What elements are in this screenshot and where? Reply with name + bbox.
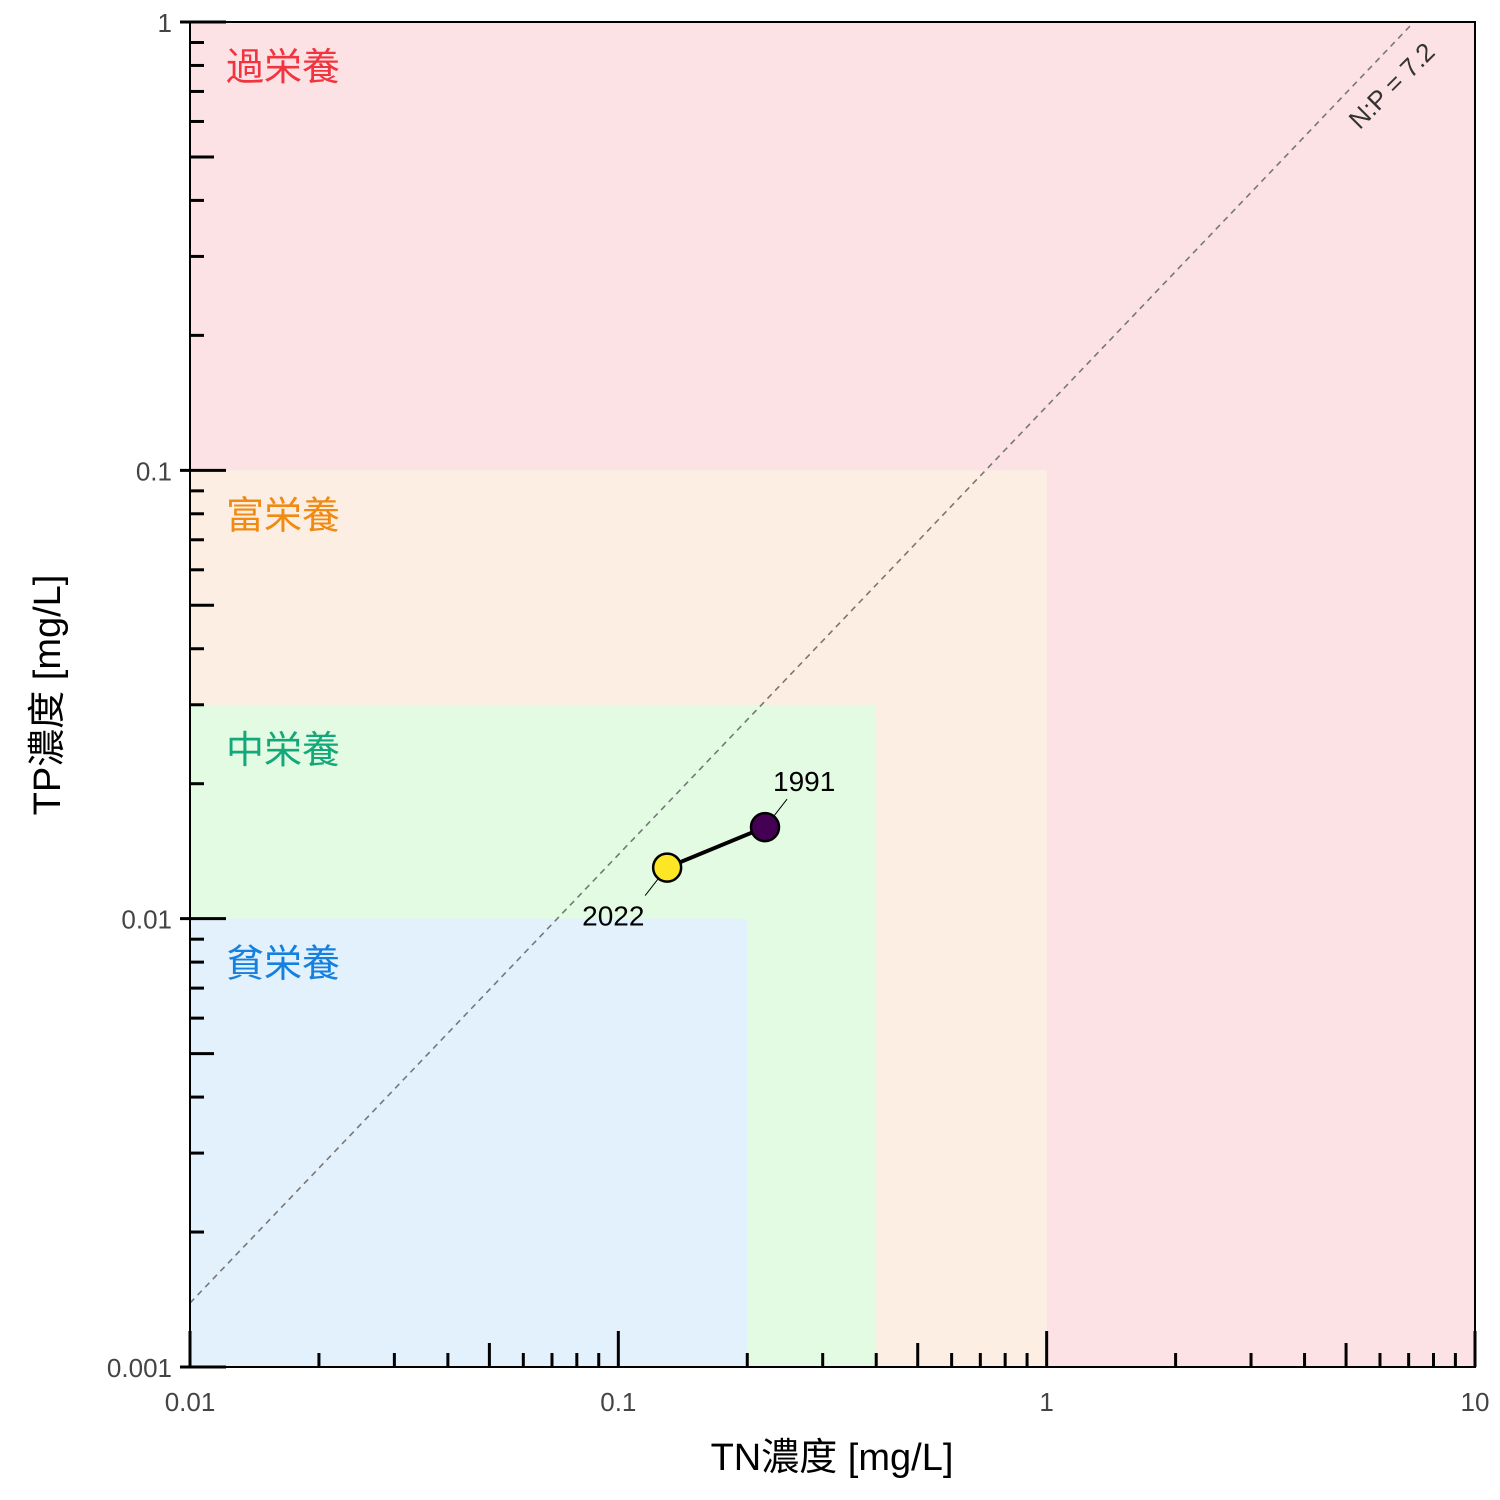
- point-label-leader: [644, 877, 660, 896]
- y-tick-label: 0.001: [107, 1353, 172, 1383]
- x-tick-label: 0.01: [165, 1387, 216, 1417]
- zone-label: 貧栄養: [226, 942, 340, 986]
- zone-label: 中栄養: [226, 728, 340, 772]
- x-tick-label: 0.1: [600, 1387, 636, 1417]
- point-label: 1991: [773, 766, 835, 797]
- reference-line: [189, 21, 1415, 1304]
- zone-region: [190, 918, 748, 1367]
- point-label: 2022: [582, 901, 644, 932]
- zone-label: 富栄養: [226, 493, 340, 537]
- y-tick-label: 1: [158, 8, 172, 38]
- zone-label: 過栄養: [226, 45, 340, 89]
- data-point: [749, 811, 781, 843]
- plot-frame: [189, 21, 1476, 1368]
- y-tick-label: 0.1: [136, 456, 172, 486]
- x-axis-title: TN濃度 [mg/L]: [711, 1437, 954, 1479]
- data-point: [651, 852, 683, 883]
- x-tick-label: 10: [1461, 1387, 1490, 1417]
- y-axis-title: TP濃度 [mg/L]: [27, 575, 69, 816]
- point-label-leader: [772, 798, 788, 818]
- series-line: [666, 825, 766, 870]
- x-tick-label: 1: [1039, 1387, 1053, 1417]
- y-tick-label: 0.01: [121, 905, 172, 935]
